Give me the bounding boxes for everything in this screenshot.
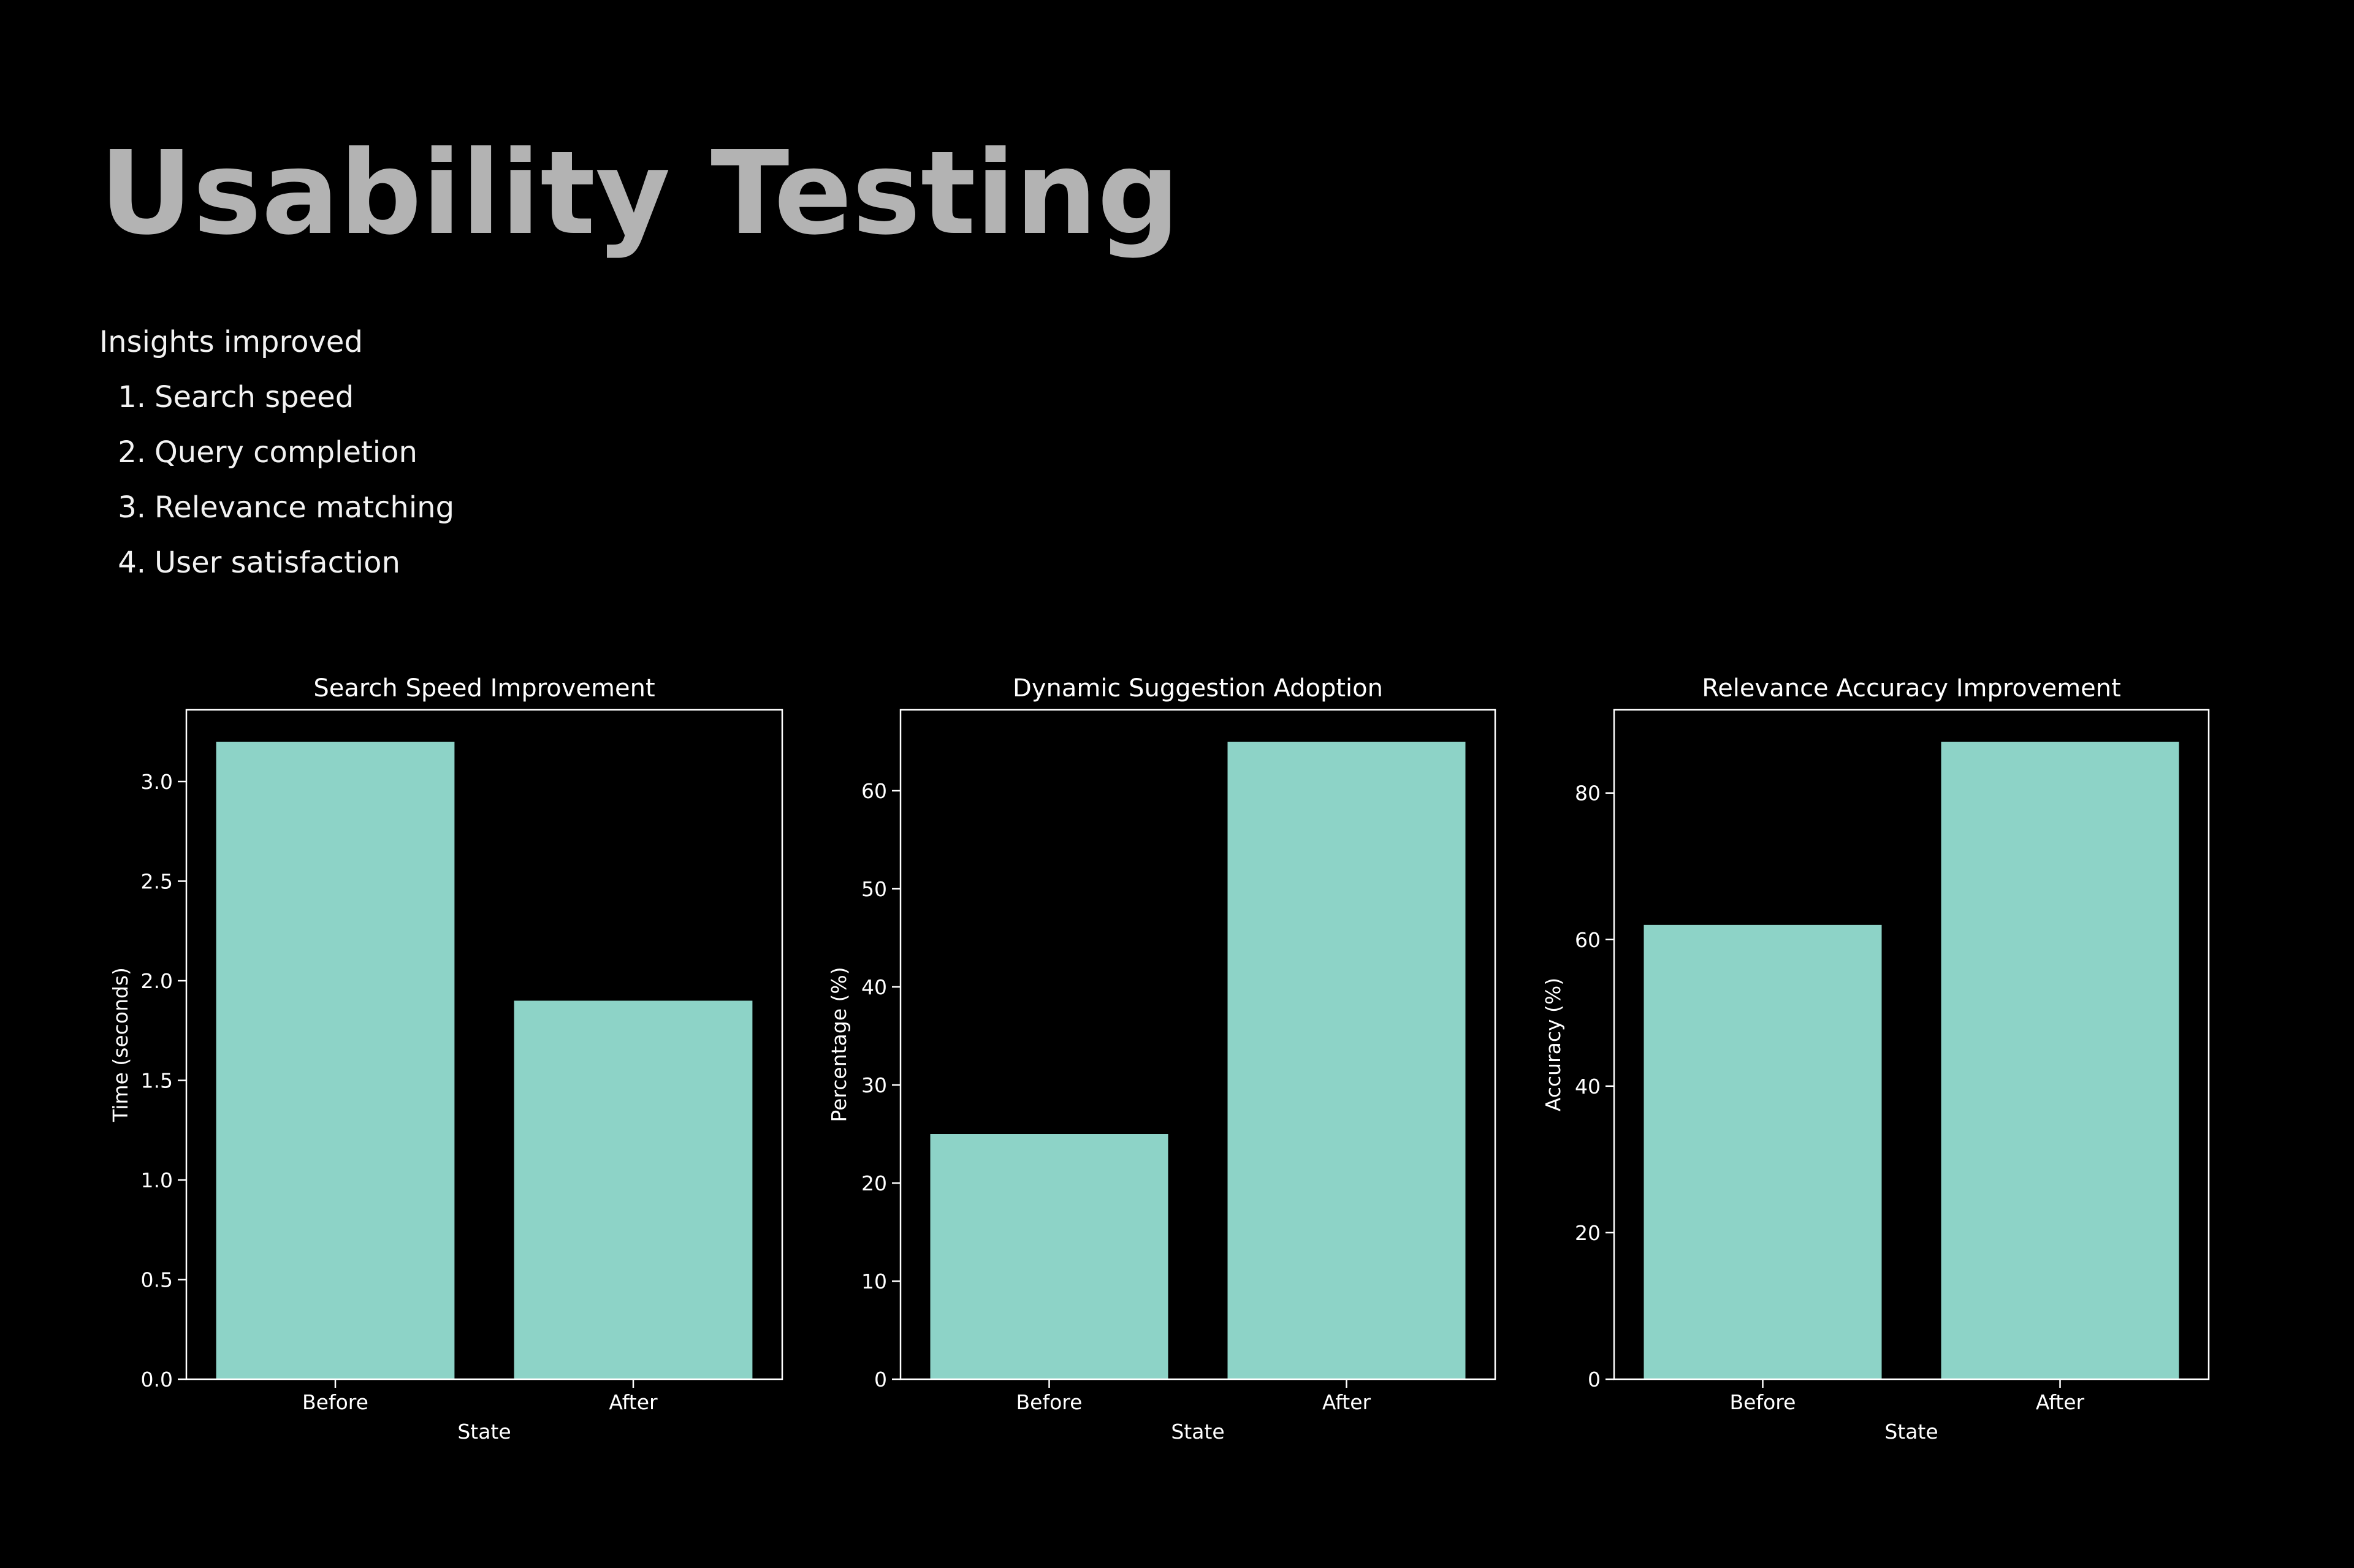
y-tick-label: 20 [1575, 1221, 1601, 1245]
y-tick-label: 3.0 [141, 770, 173, 794]
chart-title: Relevance Accuracy Improvement [1702, 674, 2121, 702]
insights-item: 4. User satisfaction [99, 541, 454, 596]
y-tick-label: 1.0 [141, 1168, 173, 1192]
y-tick-label: 50 [861, 877, 887, 901]
x-tick-label: Before [1730, 1390, 1796, 1414]
y-tick-label: 10 [861, 1269, 887, 1293]
bar-after [1941, 742, 2179, 1379]
x-tick-label: Before [1016, 1390, 1083, 1414]
chart-title: Search Speed Improvement [313, 674, 655, 702]
bar-after [1227, 742, 1466, 1379]
insights-item-number: 3. [118, 490, 146, 525]
insights-block: Insights improved 1. Search speed 2. Que… [99, 320, 454, 596]
slide-title: Usability Testing [99, 126, 1180, 261]
y-axis-label: Percentage (%) [827, 967, 851, 1122]
y-tick-label: 40 [861, 975, 887, 999]
y-tick-label: 30 [861, 1073, 887, 1097]
insights-item: 3. Relevance matching [99, 485, 454, 541]
y-axis-label: Accuracy (%) [1541, 978, 1565, 1111]
y-tick-label: 0.5 [141, 1268, 173, 1292]
y-axis-label: Time (seconds) [109, 967, 132, 1122]
x-tick-label: Before [302, 1390, 368, 1414]
x-tick-label: After [1322, 1390, 1371, 1414]
chart-title: Dynamic Suggestion Adoption [1013, 674, 1383, 702]
plot-frame [1613, 709, 2210, 1380]
bar-before [1644, 924, 1882, 1379]
insights-list: 1. Search speed 2. Query completion 3. R… [99, 375, 454, 596]
y-tick-label: 0.0 [141, 1368, 173, 1391]
y-tick-label: 0 [1588, 1368, 1601, 1391]
y-tick-label: 20 [861, 1171, 887, 1195]
y-tick-label: 60 [1575, 928, 1601, 952]
bar-before [216, 742, 455, 1379]
y-tick-label: 1.5 [141, 1069, 173, 1093]
y-tick-label: 60 [861, 779, 887, 803]
y-tick-label: 0 [874, 1368, 887, 1391]
insights-item-number: 2. [118, 435, 146, 470]
insights-item-label: User satisfaction [154, 546, 400, 580]
plot-frame [185, 709, 783, 1380]
x-axis-label: State [457, 1420, 511, 1444]
x-tick-label: After [609, 1390, 658, 1414]
insights-item-number: 1. [118, 380, 146, 414]
bar-after [514, 1000, 753, 1379]
insights-item: 2. Query completion [99, 430, 454, 485]
y-tick-label: 40 [1575, 1075, 1601, 1098]
insights-item-number: 4. [118, 546, 146, 580]
y-tick-label: 2.0 [141, 969, 173, 993]
x-axis-label: State [1884, 1420, 1938, 1444]
insights-item-label: Relevance matching [154, 490, 455, 525]
x-tick-label: After [2036, 1390, 2085, 1414]
y-tick-label: 80 [1575, 782, 1601, 805]
insights-item-label: Query completion [154, 435, 417, 470]
plot-frame [899, 709, 1496, 1380]
insights-item-label: Search speed [154, 380, 354, 414]
y-tick-label: 2.5 [141, 870, 173, 894]
insights-heading: Insights improved [99, 325, 363, 359]
bar-before [930, 1134, 1168, 1379]
insights-item: 1. Search speed [99, 375, 454, 430]
x-axis-label: State [1171, 1420, 1224, 1444]
